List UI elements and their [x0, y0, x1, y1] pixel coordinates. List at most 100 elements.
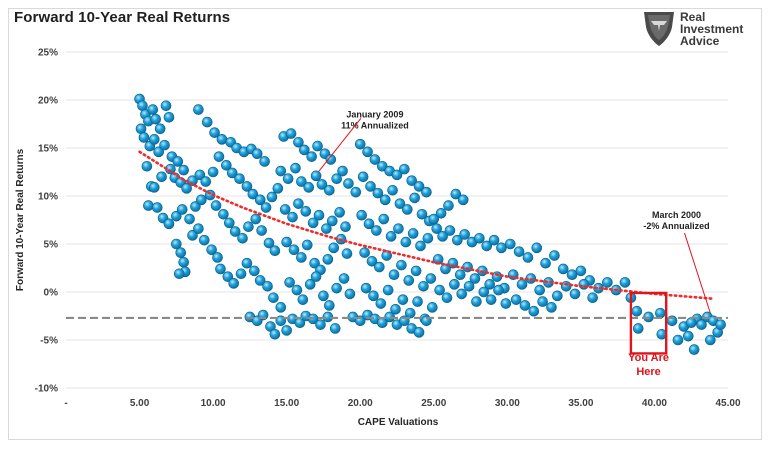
brand-logo: Real Investment Advice — [642, 9, 762, 51]
data-point — [437, 231, 448, 242]
x-tick-label: 40.00 — [642, 398, 667, 409]
data-point — [150, 113, 162, 125]
data-point — [459, 229, 470, 240]
data-point — [531, 242, 543, 254]
data-point — [372, 187, 384, 199]
data-point — [341, 248, 353, 259]
data-point — [229, 226, 241, 237]
data-point — [447, 257, 459, 269]
data-point — [454, 269, 466, 281]
data-point — [300, 206, 312, 217]
annotation-pointer — [318, 117, 362, 172]
data-point — [307, 217, 319, 229]
data-point — [496, 242, 507, 254]
data-point — [478, 286, 490, 298]
y-tick-label: -5% — [40, 336, 58, 347]
data-point — [340, 221, 351, 233]
annotation-text: 11% Annualized — [341, 120, 409, 130]
data-point — [409, 192, 420, 204]
data-point — [365, 181, 376, 192]
data-point — [256, 225, 267, 236]
y-axis-label: Forward 10-Year Real Returns — [15, 148, 26, 291]
data-point — [331, 282, 342, 294]
data-point — [449, 279, 460, 290]
data-point — [413, 327, 425, 338]
data-point — [312, 140, 323, 152]
data-point — [296, 252, 307, 263]
data-point — [450, 188, 462, 200]
data-point — [500, 298, 512, 309]
data-point — [528, 305, 540, 317]
data-point — [228, 278, 240, 289]
data-point — [471, 296, 482, 307]
data-point — [356, 209, 367, 221]
data-point — [234, 173, 245, 185]
data-point — [569, 288, 581, 300]
data-point — [371, 225, 382, 236]
data-point — [469, 273, 481, 284]
data-point — [685, 317, 697, 329]
data-point — [310, 170, 322, 182]
data-point — [269, 328, 281, 340]
data-point — [324, 184, 335, 196]
eagle-shield-icon — [644, 12, 674, 46]
data-point — [291, 284, 303, 296]
data-point — [401, 204, 413, 215]
data-point — [254, 275, 266, 286]
data-point — [212, 252, 223, 263]
data-point — [552, 290, 563, 302]
data-point — [303, 182, 315, 193]
data-point — [619, 277, 631, 288]
data-point — [309, 257, 320, 269]
data-point — [388, 269, 400, 281]
data-point — [304, 279, 316, 290]
data-point — [431, 223, 443, 234]
data-point — [284, 277, 295, 288]
data-point — [266, 191, 278, 203]
data-point — [151, 202, 163, 213]
data-point — [369, 154, 381, 165]
data-point — [396, 259, 407, 271]
data-point — [434, 284, 445, 296]
data-point — [223, 217, 235, 229]
data-point — [318, 290, 329, 302]
data-point — [444, 225, 456, 236]
annotation: You Are Here — [628, 352, 669, 378]
data-point — [546, 302, 557, 313]
data-point — [297, 294, 309, 305]
data-point — [632, 323, 644, 334]
data-point — [288, 244, 300, 256]
data-point — [262, 280, 273, 292]
data-point — [543, 277, 554, 288]
data-point — [148, 134, 160, 145]
x-tick-label: 20.00 — [348, 398, 373, 409]
data-point — [322, 254, 334, 265]
data-point — [484, 279, 495, 290]
data-point — [715, 319, 726, 330]
data-point — [293, 198, 304, 209]
data-point — [194, 169, 206, 181]
chart-axes: 25% 20% 15% 10% 5% 0% -5% -10%- 5.00 10.00 15.00 20… — [35, 48, 741, 410]
data-point — [156, 171, 167, 183]
y-tick-label: -10% — [35, 384, 58, 395]
y-tick-label: 0% — [44, 288, 59, 299]
data-point — [406, 175, 418, 186]
data-point — [287, 211, 298, 223]
data-point — [226, 167, 238, 179]
data-point — [328, 242, 340, 254]
x-tick-label: 10.00 — [201, 398, 226, 409]
data-point — [602, 277, 613, 288]
data-point — [299, 144, 310, 156]
data-point — [176, 204, 188, 215]
data-point — [357, 171, 369, 183]
data-point — [696, 319, 707, 330]
data-point — [172, 156, 184, 167]
data-points — [134, 93, 726, 355]
data-point — [285, 128, 297, 139]
data-point — [443, 200, 454, 211]
data-point — [275, 165, 287, 177]
data-point — [163, 218, 175, 230]
data-point — [251, 148, 263, 160]
data-point — [148, 182, 160, 193]
